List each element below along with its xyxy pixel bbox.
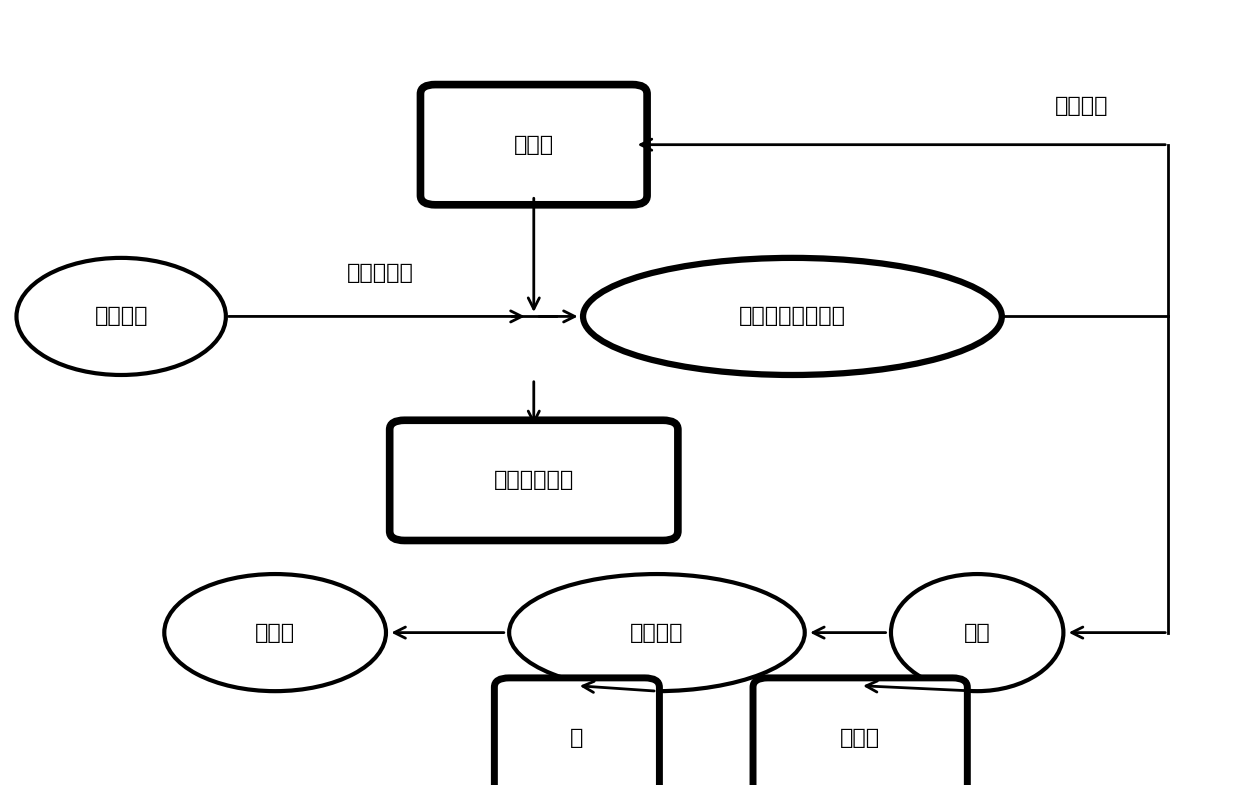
FancyBboxPatch shape [420, 84, 647, 205]
FancyBboxPatch shape [389, 421, 678, 540]
Text: 固体残渣、水: 固体残渣、水 [494, 470, 574, 491]
Text: 废弃油脂: 废弃油脂 [94, 306, 148, 327]
Ellipse shape [583, 258, 1002, 375]
Ellipse shape [510, 574, 805, 691]
Ellipse shape [164, 574, 386, 691]
FancyBboxPatch shape [495, 678, 660, 789]
Text: 过滤、蒸馏: 过滤、蒸馏 [346, 264, 413, 283]
Text: 醒鄹等: 醒鄹等 [841, 728, 880, 748]
Ellipse shape [892, 574, 1064, 691]
Text: 真空干燥: 真空干燥 [630, 623, 683, 642]
Text: 水: 水 [570, 728, 584, 748]
Text: 循环利用: 循环利用 [1055, 95, 1109, 116]
Text: 固体碍: 固体碍 [513, 135, 554, 155]
Text: 脂臭: 脂臭 [963, 623, 991, 642]
Text: 处理油: 处理油 [255, 623, 295, 642]
Text: 脂酸、脂色、脂胶: 脂酸、脂色、脂胶 [739, 306, 846, 327]
Ellipse shape [16, 258, 226, 375]
FancyBboxPatch shape [753, 678, 967, 789]
